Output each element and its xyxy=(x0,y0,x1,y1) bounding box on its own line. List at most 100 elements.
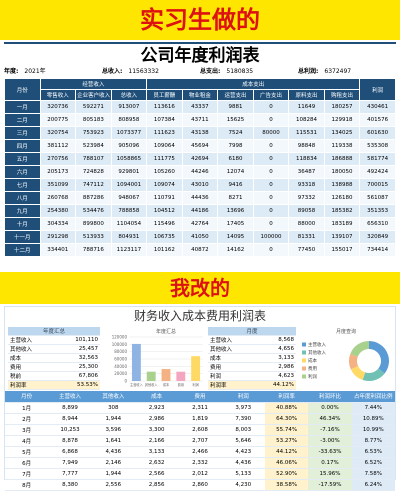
cell: 8,878 xyxy=(48,435,92,447)
cell: 1123117 xyxy=(110,243,148,257)
cell: 77450 xyxy=(288,243,325,257)
cell: 118834 xyxy=(288,152,325,166)
panel-value: 25,300 xyxy=(54,362,100,372)
cell: 0 xyxy=(252,178,290,192)
cell: 六月 xyxy=(4,165,41,179)
cell: 12074 xyxy=(217,165,254,179)
panel-title: 年度汇总 xyxy=(8,327,100,336)
cell: 805183 xyxy=(75,113,112,127)
cell: 138988 xyxy=(323,178,361,192)
cell: 7,777 xyxy=(48,468,92,480)
panel-row: 其他收入 4,656 xyxy=(208,344,296,354)
panel-value: 25,457 xyxy=(54,344,100,354)
cell: 7.58% xyxy=(351,468,395,480)
sheet-table: 月份 经营收入 成本支出 利润 零售收入 企业客户收入 总收入 员工薪酬 物业租金 运营支出 广告支… xyxy=(4,78,396,257)
cell: 180257 xyxy=(323,100,361,114)
cell: 7,390 xyxy=(221,413,265,425)
x-tick-label: 主营收入 xyxy=(130,382,144,387)
header-cell: 企业客户收入 xyxy=(75,89,112,101)
cell: 592271 xyxy=(75,100,112,114)
panel-value: 44.12% xyxy=(252,380,296,390)
cell: 42764 xyxy=(181,217,219,231)
panel-value: 8,568 xyxy=(252,335,296,345)
panel-value: 4,656 xyxy=(252,344,296,354)
cell: 804931 xyxy=(110,230,148,244)
panel-value: 2,986 xyxy=(252,362,296,372)
meta-value: 5180835 xyxy=(226,68,254,75)
cell: 430461 xyxy=(359,100,396,114)
cell: 601630 xyxy=(359,126,396,140)
panel-label: 利润率 xyxy=(8,380,54,390)
panel-row: 其他收入 25,457 xyxy=(8,344,100,354)
cell: 10.89% xyxy=(351,413,395,425)
data-row: 2月 8,944 1,944 2,986 1,819 7,390 64.30% 46.34% 1… xyxy=(5,413,395,425)
data-row: 二月 200775 805183 808958 107384 43711 15625 0 108… xyxy=(4,113,396,127)
cell: 八月 xyxy=(4,191,41,205)
meta-label: 总收入: xyxy=(102,68,123,75)
cell: 0 xyxy=(252,204,290,218)
panel-header: 年度汇总 xyxy=(8,327,100,336)
cell: 9881 xyxy=(217,100,254,114)
sheet-meta: 年度: 2021年 总收入: 11563332 总支出: 5180835 总利润: 63724… xyxy=(4,66,396,78)
cell: 134025 xyxy=(323,126,361,140)
cell: 53.27% xyxy=(264,435,309,447)
cell: 887286 xyxy=(75,191,112,205)
data-row: 8月 8,380 2,556 2,856 2,860 4,230 38.58% -17.59%… xyxy=(5,479,395,491)
cell: 3,596 xyxy=(91,424,135,436)
annual-table: 年度汇总 主营收入 101,110 其他收入 25,457 成本 32,563 费用 25,30… xyxy=(8,327,100,390)
cell: 0 xyxy=(252,191,290,205)
cell: 4,230 xyxy=(221,479,265,491)
data-row: 十月 304334 899800 1104054 115496 42764 17405 0 88… xyxy=(4,217,396,231)
cell: 17405 xyxy=(217,217,254,231)
x-tick-label: 其他收入 xyxy=(145,382,159,387)
meta-item: 总利润: 6372497 xyxy=(298,66,396,78)
cell: 320754 xyxy=(39,126,77,140)
cell: 55.74% xyxy=(264,424,309,436)
cell: 15625 xyxy=(217,113,254,127)
data-row: 七月 351099 747112 1094001 109074 43010 9416 0 933… xyxy=(4,178,396,192)
cell: 1058865 xyxy=(110,152,148,166)
cell: 753923 xyxy=(75,126,112,140)
cell: 80000 xyxy=(252,126,290,140)
data-row: 7月 7,777 1,944 2,566 2,012 5,133 52.90% 15.96% 7… xyxy=(5,468,395,480)
annual-panel: 年度汇总 主营收入 101,110 其他收入 25,457 成本 32,563 费用 25,30… xyxy=(8,327,100,390)
cell: 2,707 xyxy=(178,435,222,447)
cell: 2,556 xyxy=(91,479,135,491)
panel-row: 成本 32,563 xyxy=(8,353,100,363)
cell: 3,133 xyxy=(134,446,179,458)
cell: 8,380 xyxy=(48,479,92,491)
cell: 115496 xyxy=(146,217,183,231)
meta-value: 6372497 xyxy=(324,68,352,75)
panel-label: 主营收入 xyxy=(208,335,252,345)
cell: 4月 xyxy=(5,435,49,447)
header-cell: 运营支出 xyxy=(217,89,254,101)
header-cell: 广告支出 xyxy=(252,89,290,101)
legend-swatch xyxy=(302,358,306,363)
y-tick-label: 0 xyxy=(124,379,127,384)
cell: 2,311 xyxy=(178,402,222,414)
header-cell: 总收入 xyxy=(110,89,148,101)
cell: 0 xyxy=(252,100,290,114)
cell: 1104054 xyxy=(110,217,148,231)
cell: 155017 xyxy=(323,243,361,257)
y-tick-label: 60000 xyxy=(114,357,127,362)
cell: 5月 xyxy=(5,446,49,458)
cell: 七月 xyxy=(4,178,41,192)
cell: 44246 xyxy=(181,165,219,179)
cell: 2,608 xyxy=(178,424,222,436)
cell: 351353 xyxy=(359,204,396,218)
dashboard: 财务收入成本费用利润表 年度汇总 主营收入 101,110 其他收入 25,457 成本 3… xyxy=(4,306,396,491)
cell: 一月 xyxy=(4,100,41,114)
panel-label: 税前 xyxy=(8,371,54,381)
panel-header: 月度 xyxy=(208,327,296,336)
cell: 3月 xyxy=(5,424,49,436)
cell: 10.99% xyxy=(351,424,395,436)
cell: 110791 xyxy=(146,191,183,205)
x-tick-label: 费用 xyxy=(178,382,184,387)
cell: 1月 xyxy=(5,402,49,414)
cell: 905096 xyxy=(110,139,148,153)
bar-chart: 年度汇总 0 20000 40000 60000 80000 100000 120000 主营收… xyxy=(112,328,203,387)
header-cell: 购租支出 xyxy=(323,89,361,101)
panel-value: 3,133 xyxy=(252,353,296,363)
cell: 105260 xyxy=(146,165,183,179)
